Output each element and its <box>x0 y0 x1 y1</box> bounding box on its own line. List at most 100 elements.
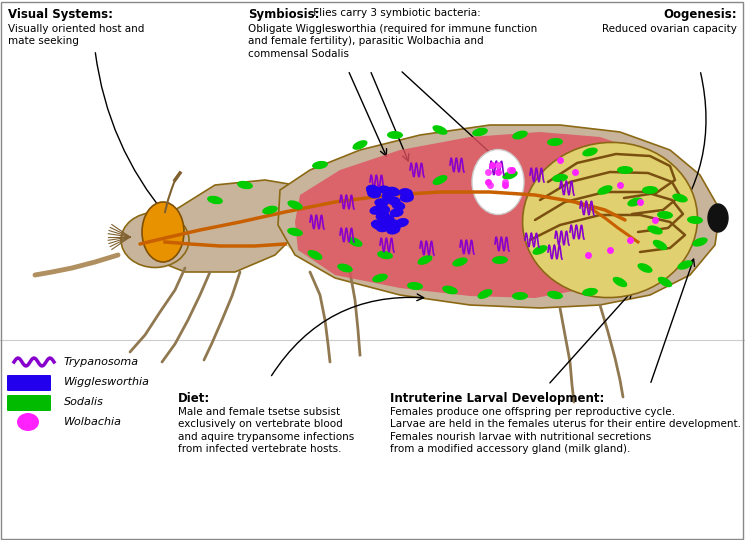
Ellipse shape <box>387 187 400 196</box>
Ellipse shape <box>385 219 399 228</box>
Text: Oogenesis:: Oogenesis: <box>663 8 737 21</box>
Text: Visually oriented host and
mate seeking: Visually oriented host and mate seeking <box>8 24 145 46</box>
Ellipse shape <box>653 240 668 250</box>
Ellipse shape <box>387 197 401 205</box>
Ellipse shape <box>647 225 663 234</box>
Ellipse shape <box>387 131 403 139</box>
Ellipse shape <box>312 161 328 169</box>
Ellipse shape <box>391 201 405 210</box>
Polygon shape <box>430 245 565 292</box>
Ellipse shape <box>417 255 433 265</box>
Ellipse shape <box>407 282 423 290</box>
Ellipse shape <box>547 291 563 299</box>
Text: Trypanosoma: Trypanosoma <box>64 357 139 367</box>
Text: Flies carry 3 symbiotic bacteria:: Flies carry 3 symbiotic bacteria: <box>310 8 481 18</box>
Ellipse shape <box>387 225 400 234</box>
Ellipse shape <box>522 143 697 298</box>
Ellipse shape <box>337 264 353 273</box>
Ellipse shape <box>367 185 381 195</box>
Ellipse shape <box>17 413 39 431</box>
Text: Diet:: Diet: <box>178 392 210 405</box>
Ellipse shape <box>452 258 468 267</box>
Ellipse shape <box>597 185 612 195</box>
Ellipse shape <box>142 202 184 262</box>
Polygon shape <box>295 132 680 298</box>
Text: Intruterine Larval Development:: Intruterine Larval Development: <box>390 392 604 405</box>
Ellipse shape <box>367 187 380 197</box>
Ellipse shape <box>376 204 390 213</box>
Ellipse shape <box>400 192 413 201</box>
Ellipse shape <box>582 288 598 296</box>
Ellipse shape <box>237 181 253 189</box>
Ellipse shape <box>207 196 223 204</box>
Ellipse shape <box>287 228 303 237</box>
Ellipse shape <box>658 276 672 287</box>
Text: Sodalis: Sodalis <box>64 397 104 407</box>
Ellipse shape <box>657 211 673 219</box>
Ellipse shape <box>433 175 448 185</box>
Polygon shape <box>148 180 305 272</box>
Ellipse shape <box>502 171 518 180</box>
Text: Male and female tsetse subsist
exclusively on vertebrate blood
and aquire trypan: Male and female tsetse subsist exclusive… <box>178 407 355 454</box>
Ellipse shape <box>432 125 448 135</box>
Ellipse shape <box>512 292 528 300</box>
Ellipse shape <box>642 186 658 194</box>
Ellipse shape <box>390 208 404 217</box>
Ellipse shape <box>513 131 527 139</box>
FancyBboxPatch shape <box>7 395 51 411</box>
Ellipse shape <box>692 238 708 247</box>
Polygon shape <box>270 142 720 285</box>
Ellipse shape <box>533 245 548 255</box>
Ellipse shape <box>374 198 388 207</box>
Ellipse shape <box>672 193 688 202</box>
Ellipse shape <box>612 277 627 287</box>
Ellipse shape <box>399 188 413 197</box>
Ellipse shape <box>627 198 643 206</box>
Text: Wigglesworthia: Wigglesworthia <box>64 377 150 387</box>
Ellipse shape <box>381 215 395 224</box>
Text: Wolbachia: Wolbachia <box>64 417 122 427</box>
Text: Visual Systems:: Visual Systems: <box>8 8 113 21</box>
Ellipse shape <box>492 256 508 264</box>
Ellipse shape <box>387 221 401 231</box>
Ellipse shape <box>378 185 393 195</box>
FancyBboxPatch shape <box>7 375 51 391</box>
Ellipse shape <box>638 263 653 273</box>
Ellipse shape <box>472 128 488 136</box>
Ellipse shape <box>366 185 380 194</box>
Ellipse shape <box>370 206 384 215</box>
Text: Symbiosis:: Symbiosis: <box>248 8 320 21</box>
Ellipse shape <box>552 174 568 182</box>
Ellipse shape <box>583 147 597 157</box>
Ellipse shape <box>375 211 390 220</box>
Polygon shape <box>278 125 720 308</box>
Ellipse shape <box>677 260 693 270</box>
Text: Females produce one offspring per reproductive cycle.
Larvae are held in the fem: Females produce one offspring per reprod… <box>390 407 741 454</box>
Ellipse shape <box>443 286 457 294</box>
Ellipse shape <box>376 223 390 232</box>
Ellipse shape <box>376 205 390 214</box>
Ellipse shape <box>472 150 524 214</box>
Ellipse shape <box>617 166 633 174</box>
Ellipse shape <box>288 200 302 210</box>
Ellipse shape <box>478 289 492 299</box>
Ellipse shape <box>121 213 189 267</box>
Ellipse shape <box>372 274 388 282</box>
Ellipse shape <box>372 205 386 214</box>
Ellipse shape <box>381 193 396 202</box>
Ellipse shape <box>708 204 728 232</box>
Ellipse shape <box>377 251 393 259</box>
Ellipse shape <box>371 220 384 230</box>
Ellipse shape <box>367 190 381 198</box>
Text: Reduced ovarian capacity: Reduced ovarian capacity <box>602 24 737 34</box>
Ellipse shape <box>308 250 323 260</box>
Ellipse shape <box>387 220 401 229</box>
Ellipse shape <box>547 138 563 146</box>
Ellipse shape <box>687 216 703 224</box>
Ellipse shape <box>400 193 414 202</box>
Ellipse shape <box>262 206 278 214</box>
Ellipse shape <box>372 219 385 228</box>
Text: Obligate Wigglesworthia (required for immune function
and female fertility), par: Obligate Wigglesworthia (required for im… <box>248 24 537 59</box>
Ellipse shape <box>352 140 367 150</box>
Ellipse shape <box>395 218 409 227</box>
